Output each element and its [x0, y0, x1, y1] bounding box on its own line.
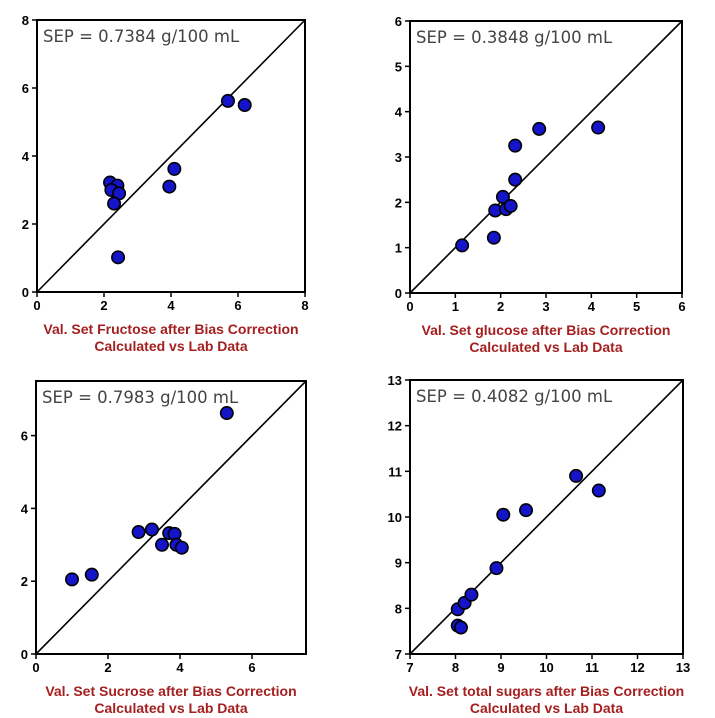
x-tick-label: 0 — [33, 298, 40, 313]
x-axis-label: Val. Set Sucrose after Bias Correction — [45, 683, 296, 699]
data-point — [220, 93, 235, 108]
y-tick-label: 11 — [388, 464, 402, 479]
x-tick-label: 6 — [234, 298, 241, 313]
y-tick-label: 0 — [22, 285, 29, 300]
y-tick-label: 0 — [395, 286, 402, 301]
x-tick-label: 9 — [497, 660, 504, 675]
data-point — [503, 198, 518, 213]
sep-annotation: SEP = 0.3848 g/100 mL — [416, 28, 613, 47]
data-point — [111, 250, 126, 265]
data-point — [591, 120, 606, 135]
sep-annotation: SEP = 0.7983 g/100 mL — [42, 388, 239, 407]
y-tick-label: 2 — [395, 195, 402, 210]
data-point — [107, 196, 122, 211]
x-axis-label: Val. Set glucose after Bias Correction — [422, 322, 671, 338]
x-tick-label: 7 — [406, 660, 413, 675]
chart-subtitle: Calculated vs Lab Data — [470, 700, 623, 716]
x-tick-label: 4 — [176, 660, 184, 675]
y-tick-label: 13 — [388, 373, 402, 388]
chart-subtitle: Calculated vs Lab Data — [469, 339, 622, 355]
data-point — [569, 468, 584, 483]
x-tick-label: 13 — [676, 660, 690, 675]
y-tick-label: 2 — [21, 574, 28, 589]
data-point — [155, 537, 170, 552]
identity-line — [409, 379, 684, 655]
data-point — [532, 121, 547, 136]
x-tick-label: 12 — [630, 660, 644, 675]
y-tick-label: 8 — [395, 601, 402, 616]
x-tick-label: 3 — [542, 299, 549, 314]
x-tick-label: 1 — [452, 299, 459, 314]
y-tick-label: 4 — [21, 501, 29, 516]
x-tick-label: 4 — [588, 299, 596, 314]
x-tick-label: 4 — [167, 298, 175, 313]
chart-subtitle: Calculated vs Lab Data — [94, 338, 247, 354]
data-point — [144, 522, 159, 537]
data-point — [219, 406, 234, 421]
x-tick-label: 2 — [497, 299, 504, 314]
data-point — [464, 587, 479, 602]
y-tick-label: 5 — [395, 59, 402, 74]
x-tick-label: 10 — [539, 660, 553, 675]
data-point — [489, 561, 504, 576]
x-axis-label: Val. Set total sugars after Bias Correct… — [409, 683, 684, 699]
data-point — [455, 238, 470, 253]
data-point — [65, 572, 80, 587]
data-point — [453, 620, 468, 635]
y-tick-label: 1 — [395, 241, 402, 256]
data-point — [508, 172, 523, 187]
data-point — [84, 567, 99, 582]
chart-panel-1: 0 2 4 6 8 0 2 4 6 8 SEP = 0.7384 g/100 mL Val. Set … — [22, 13, 309, 354]
y-tick-label: 0 — [21, 647, 28, 662]
x-axis-label: Val. Set Fructose after Bias Correction — [43, 321, 298, 337]
x-tick-label: 0 — [32, 660, 39, 675]
data-point — [162, 179, 177, 194]
x-tick-label: 6 — [678, 299, 685, 314]
sep-annotation: SEP = 0.4082 g/100 mL — [416, 387, 613, 406]
x-tick-label: 11 — [585, 660, 599, 675]
x-tick-label: 8 — [301, 298, 308, 313]
identity-line — [36, 19, 306, 293]
chart-panel-2: 0 1 2 3 4 5 6 0 1 2 3 4 5 6 SEP = 0.3848 g/100 mL Val. … — [395, 14, 686, 355]
x-tick-label: 2 — [104, 660, 111, 675]
data-point — [486, 230, 501, 245]
x-tick-label: 0 — [406, 299, 413, 314]
x-tick-label: 8 — [452, 660, 459, 675]
data-point — [591, 483, 606, 498]
identity-line — [35, 380, 307, 655]
data-point — [519, 503, 534, 518]
y-tick-label: 6 — [22, 81, 29, 96]
y-tick-label: 4 — [22, 149, 30, 164]
y-tick-label: 10 — [388, 510, 402, 525]
data-point — [167, 161, 182, 176]
chart-panel-4: 7 8 9 10 11 12 13 7 8 9 10 11 12 13 SEP = 0.4082 g/100… — [388, 373, 691, 716]
data-point — [131, 525, 146, 540]
data-point — [237, 98, 252, 113]
y-tick-label: 3 — [395, 150, 402, 165]
y-tick-label: 8 — [22, 13, 29, 28]
data-point — [508, 138, 523, 153]
sep-annotation: SEP = 0.7384 g/100 mL — [43, 27, 240, 46]
data-point — [496, 507, 511, 522]
y-tick-label: 4 — [395, 105, 403, 120]
plot-frame — [35, 380, 307, 655]
chart-panel-3: 0 2 4 6 0 2 4 6 SEP = 0.7983 g/100 mL Val. Set Su… — [21, 380, 307, 716]
x-tick-label: 5 — [633, 299, 640, 314]
identity-line — [409, 20, 683, 294]
y-tick-label: 7 — [395, 647, 402, 662]
data-point — [174, 540, 189, 555]
y-tick-label: 9 — [395, 556, 402, 571]
x-tick-label: 2 — [100, 298, 107, 313]
chart-subtitle: Calculated vs Lab Data — [94, 700, 247, 716]
y-tick-label: 6 — [395, 14, 402, 29]
y-tick-label: 6 — [21, 429, 28, 444]
y-tick-label: 2 — [22, 217, 29, 232]
x-tick-label: 6 — [248, 660, 255, 675]
y-tick-label: 12 — [388, 419, 402, 434]
